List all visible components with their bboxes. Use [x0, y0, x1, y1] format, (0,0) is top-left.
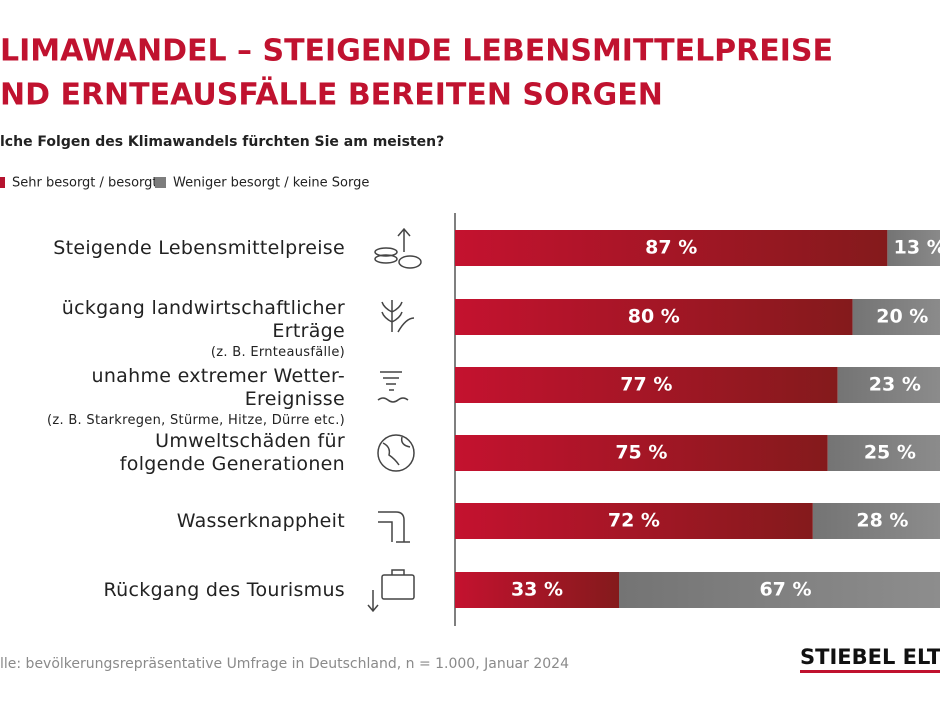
value-label: 67 %	[759, 579, 811, 601]
legend-swatch	[155, 177, 166, 188]
value-label: 20 %	[876, 306, 928, 328]
bar-segment	[827, 435, 940, 471]
value-label: 28 %	[856, 510, 908, 532]
value-label: 13 %	[894, 237, 940, 259]
bar-segment	[812, 503, 940, 539]
legend-label: Weniger besorgt / keine Sorge	[173, 176, 369, 191]
logo: STIEBEL ELTRO	[800, 645, 940, 669]
title: ND ERNTEAUSFÄLLE BEREITEN SORGEN	[0, 77, 663, 113]
value-label: 23 %	[869, 374, 921, 396]
category-label: Steigende Lebensmittelpreise	[53, 237, 345, 260]
icons	[367, 227, 422, 613]
bar-segment	[455, 572, 620, 608]
logo-line	[800, 670, 940, 673]
category-text: unahme extremer Wetter-Ereignisse	[91, 364, 345, 410]
bar-segment	[455, 299, 853, 335]
bar-segment	[887, 230, 940, 266]
bar-segment	[837, 367, 940, 403]
category-label: Umweltschäden für folgende Generationen	[120, 430, 345, 476]
value-label: 75 %	[615, 442, 667, 464]
bar-segment	[852, 299, 940, 335]
legend-swatch	[0, 177, 5, 188]
category-note: (z. B. Ernteausfälle)	[210, 344, 345, 360]
value-label: 25 %	[864, 442, 916, 464]
category-text: Steigende Lebensmittelpreise	[53, 236, 345, 259]
subtitle: lche Folgen des Klimawandels fürchten Si…	[0, 134, 444, 150]
category-label: Wasserknappheit	[177, 510, 345, 533]
category-note: (z. B. Starkregen, Stürme, Hitze, Dürre …	[46, 412, 345, 428]
title: LIMAWANDEL – STEIGENDE LEBENSMITTELPREIS…	[0, 34, 833, 69]
category-label: unahme extremer Wetter-Ereignisse (z. B. …	[0, 365, 345, 431]
category-text: Rückgang des Tourismus	[103, 578, 345, 601]
value-label: 33 %	[511, 579, 563, 601]
value-label: 77 %	[620, 374, 672, 396]
bar-segment	[455, 230, 888, 266]
category-text: Wasserknappheit	[176, 509, 345, 532]
bar-segment	[455, 367, 838, 403]
value-label: 72 %	[608, 510, 660, 532]
value-label: 87 %	[645, 237, 697, 259]
source: lle: bevölkerungsrepräsentative Umfrage …	[0, 656, 569, 672]
value-label: 80 %	[628, 306, 680, 328]
bar-segment	[455, 435, 828, 471]
category-text: ückgang landwirtschaftlicher Erträge	[61, 296, 345, 342]
category-label: Rückgang des Tourismus	[104, 579, 345, 602]
bar-segment	[455, 503, 813, 539]
bar-segment	[619, 572, 940, 608]
category-text: Umweltschäden für folgende Generationen	[119, 430, 345, 475]
legend-label: Sehr besorgt / besorgt	[12, 176, 158, 191]
category-label: ückgang landwirtschaftlicher Erträge (z. …	[0, 297, 345, 363]
